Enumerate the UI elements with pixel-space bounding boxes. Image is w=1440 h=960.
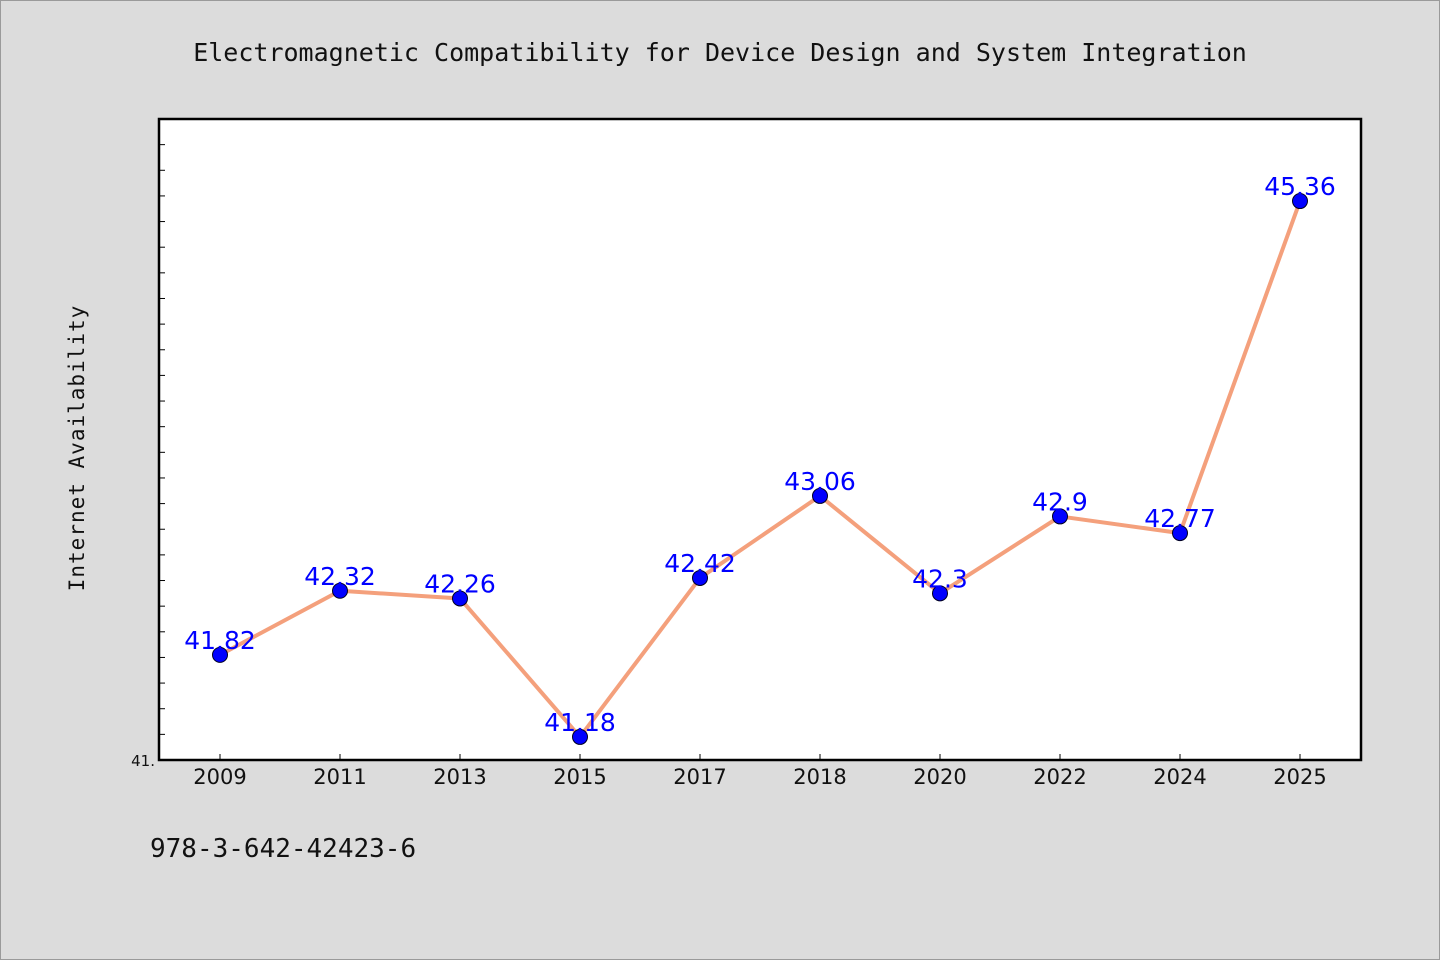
x-tick-label: 2013	[433, 765, 486, 789]
chart-title: Electromagnetic Compatibility for Device…	[193, 38, 1247, 67]
data-label: 42.26	[424, 569, 496, 598]
data-point	[212, 646, 228, 663]
x-tick-label: 2015	[553, 765, 606, 789]
x-tick-label: 2009	[193, 765, 246, 789]
plot-area	[157, 117, 1363, 762]
x-tick-label: 2017	[673, 765, 726, 789]
x-tick-label: 2025	[1273, 765, 1326, 789]
data-label: 42.9	[1032, 487, 1088, 516]
data-label: 45.36	[1264, 172, 1336, 201]
x-tick-label: 2022	[1033, 765, 1086, 789]
data-markers	[212, 193, 1308, 745]
data-label: 43.06	[784, 467, 856, 496]
data-label: 41.18	[544, 708, 616, 737]
data-point	[692, 569, 708, 586]
y-tick-label: 41.	[131, 752, 155, 770]
x-tick-label: 2011	[313, 765, 366, 789]
data-label: 42.42	[664, 549, 736, 578]
isbn-footer: 978-3-642-42423-6	[150, 834, 417, 864]
data-point	[1172, 525, 1188, 542]
data-point	[812, 487, 828, 504]
data-labels: 41.82 42.32 42.26 41.18 42.42 43.06 42.3 42.9 42…	[184, 172, 1336, 737]
y-axis-label: Internet Availability	[65, 305, 89, 592]
x-tick-label: 2024	[1153, 765, 1206, 789]
data-label: 42.3	[912, 564, 968, 593]
data-point	[332, 582, 348, 599]
data-label: 42.32	[304, 562, 376, 591]
x-tick-label: 2018	[793, 765, 846, 789]
data-label: 42.77	[1144, 504, 1216, 533]
x-axis-ticks: 2009 2011 2013 2015 2017 2018 2020 2022 2024 2025	[193, 754, 1327, 789]
data-point	[1292, 193, 1308, 210]
x-tick-label: 2020	[913, 765, 966, 789]
data-point	[452, 590, 468, 607]
data-point	[572, 728, 588, 745]
series-line	[219, 200, 1302, 739]
data-point	[1052, 508, 1068, 525]
data-point	[932, 585, 948, 602]
data-label: 41.82	[184, 626, 256, 655]
y-axis-ticks	[159, 144, 165, 735]
